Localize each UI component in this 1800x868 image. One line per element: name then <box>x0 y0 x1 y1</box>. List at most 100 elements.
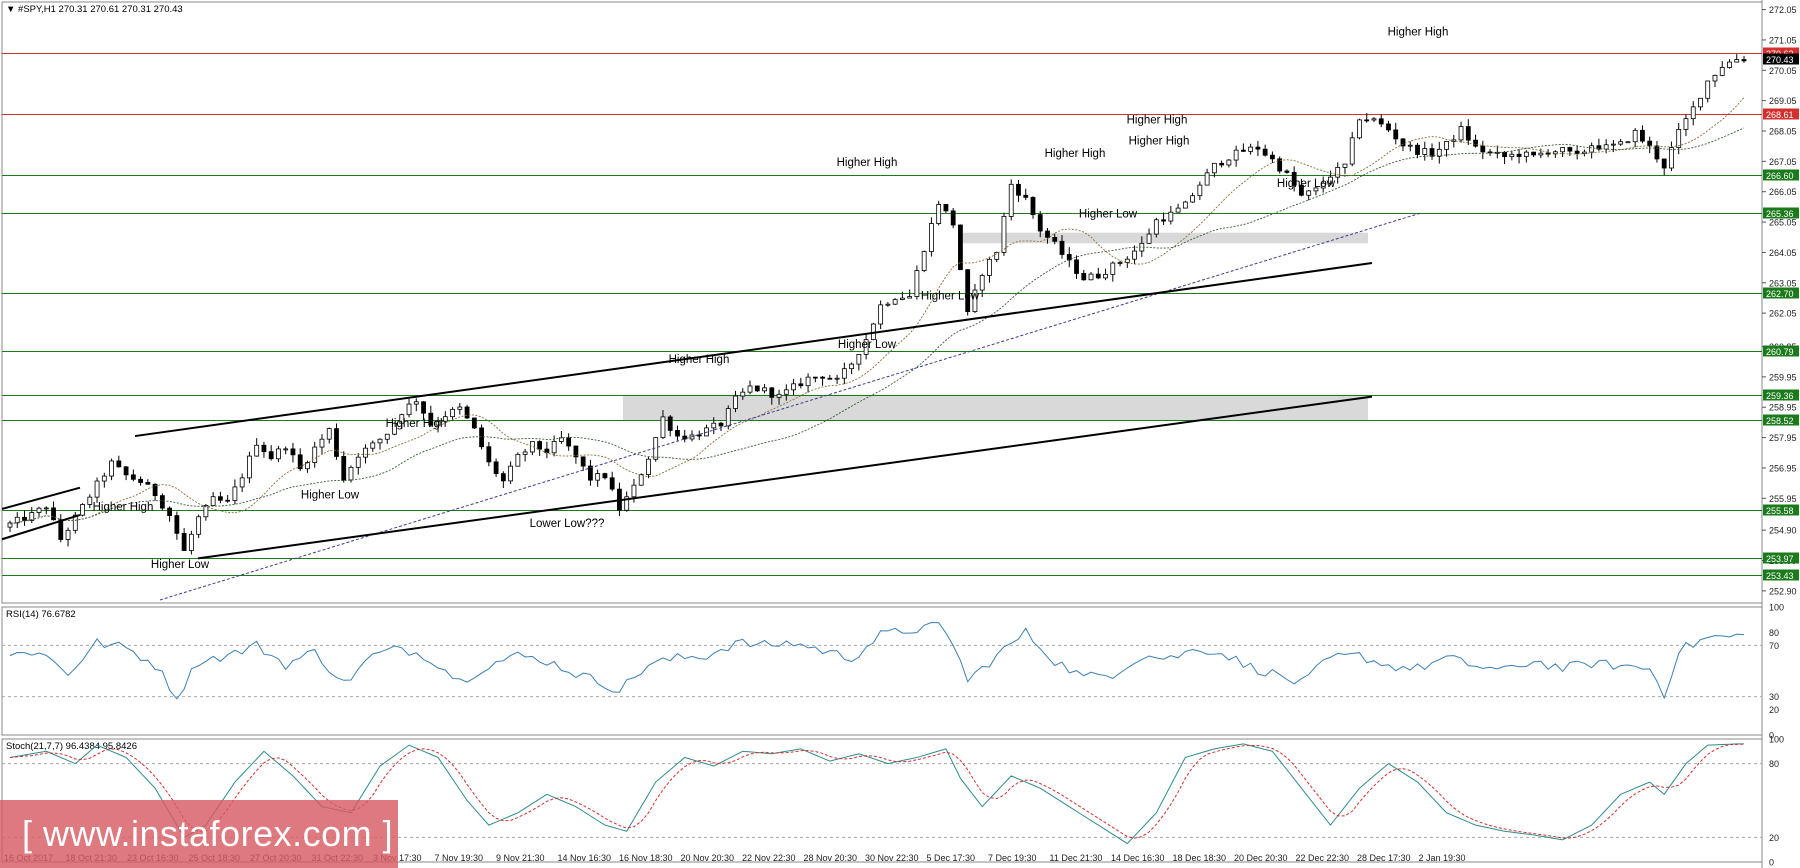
candle-body <box>268 451 274 460</box>
candle-body <box>130 474 136 480</box>
candle-body <box>203 505 209 518</box>
level-tag-label: 268.61 <box>1766 110 1794 120</box>
x-tick-label: 30 Nov 22:30 <box>865 853 919 863</box>
annotation-label: Higher Low <box>1277 178 1336 190</box>
candle-body <box>145 482 151 485</box>
level-tag-label: 270.43 <box>1766 55 1794 65</box>
candle-body <box>1640 129 1645 142</box>
candle-body <box>508 465 514 482</box>
candle-body <box>1110 262 1116 275</box>
candle-body <box>537 441 543 450</box>
channel-lower-line <box>197 395 1373 560</box>
candle-body <box>312 446 318 463</box>
level-tag-label: 260.79 <box>1766 347 1794 357</box>
candle-body <box>1589 145 1595 153</box>
candle-body <box>1712 74 1718 82</box>
candle-body <box>1168 211 1174 222</box>
candle-body <box>1741 59 1747 62</box>
candle-body <box>1103 273 1108 279</box>
candle-body <box>1299 184 1304 196</box>
candle-body <box>1081 273 1087 281</box>
candle-body <box>80 504 85 516</box>
rsi-tick-label: 100 <box>1769 603 1784 613</box>
y-tick-label: 265.05 <box>1769 218 1797 228</box>
candle-body <box>159 495 165 509</box>
candle-body <box>1074 259 1079 274</box>
candle-body <box>1240 149 1246 152</box>
candle-body <box>1045 230 1050 238</box>
candle-body <box>1226 159 1232 166</box>
candle-body <box>254 444 260 457</box>
candle-body <box>1400 138 1406 147</box>
candle-body <box>1719 67 1725 76</box>
candle-body <box>1654 145 1660 160</box>
candle-body <box>1306 190 1312 196</box>
y-tick-label: 255.95 <box>1769 494 1797 504</box>
level-tag <box>1763 47 1799 59</box>
annotation-label: Higher Low <box>921 290 980 302</box>
candle-body <box>638 474 644 486</box>
candle-body <box>965 269 971 313</box>
candle-body <box>355 456 361 468</box>
candle-body <box>820 376 825 379</box>
candle-body <box>297 454 303 470</box>
candle-body <box>1364 119 1370 122</box>
candle-body <box>733 395 738 409</box>
candle-body <box>261 444 267 453</box>
stoch-label: Stoch(21,7,7) 96.4384 95.8426 <box>6 741 137 752</box>
annotation-label: Higher High <box>837 157 898 169</box>
x-tick-label: 22 Dec 22:30 <box>1296 853 1350 863</box>
candle-body <box>1320 182 1326 189</box>
resistance-zone <box>963 232 1368 244</box>
candle-body <box>1248 146 1254 152</box>
level-tag-label: 258.52 <box>1766 416 1794 426</box>
y-tick-label: 269.05 <box>1769 96 1797 106</box>
stoch-tick-label: 80 <box>1769 759 1779 769</box>
candle-body <box>1647 140 1653 147</box>
candle-body <box>363 447 368 458</box>
level-tag <box>1763 552 1799 564</box>
panel-frame <box>1 1 1763 604</box>
candle-body <box>747 385 753 393</box>
candle-body <box>348 466 354 481</box>
x-tick-label: 7 Nov 19:30 <box>435 853 484 863</box>
rsi-tick-label: 30 <box>1769 692 1779 702</box>
candle-body <box>29 512 35 521</box>
level-tag-label: 262.70 <box>1766 289 1794 299</box>
x-tick-label: 18 Dec 18:30 <box>1173 853 1227 863</box>
candle-body <box>624 496 630 511</box>
candle-body <box>1008 183 1014 217</box>
level-tag <box>1763 53 1799 65</box>
candle-body <box>196 516 202 535</box>
candle-body <box>646 458 651 475</box>
annotation-label: Higher Low <box>301 489 360 501</box>
candle-body <box>1037 214 1043 232</box>
candle-body <box>1705 80 1711 99</box>
y-tick-label: 252.90 <box>1769 586 1797 596</box>
candle-body <box>1407 144 1413 147</box>
candle-body <box>892 299 898 305</box>
candle-body <box>551 441 557 454</box>
candle-body <box>573 445 579 458</box>
candle-body <box>1603 144 1609 150</box>
candle-body <box>1727 61 1732 68</box>
candle-body <box>1661 158 1667 169</box>
candle-body <box>1335 167 1341 178</box>
candle-body <box>885 303 891 306</box>
candle-body <box>1415 144 1420 155</box>
y-tick-label: 262.05 <box>1769 309 1797 319</box>
support-zone <box>623 394 1368 421</box>
candle-body <box>950 210 956 226</box>
y-tick-label: 268.05 <box>1769 127 1797 137</box>
x-tick-label: 2 Jan 19:30 <box>1419 853 1466 863</box>
candle-body <box>899 297 905 300</box>
candle-body <box>1349 137 1355 165</box>
candle-body <box>1095 273 1101 279</box>
x-tick-label: 20 Nov 20:30 <box>681 853 735 863</box>
candle-body <box>1676 128 1682 148</box>
x-tick-label: 20 Dec 20:30 <box>1234 853 1288 863</box>
candle-body <box>1625 141 1631 144</box>
candle-body <box>225 499 231 502</box>
candle-body <box>123 466 129 476</box>
candle-body <box>1291 171 1297 186</box>
